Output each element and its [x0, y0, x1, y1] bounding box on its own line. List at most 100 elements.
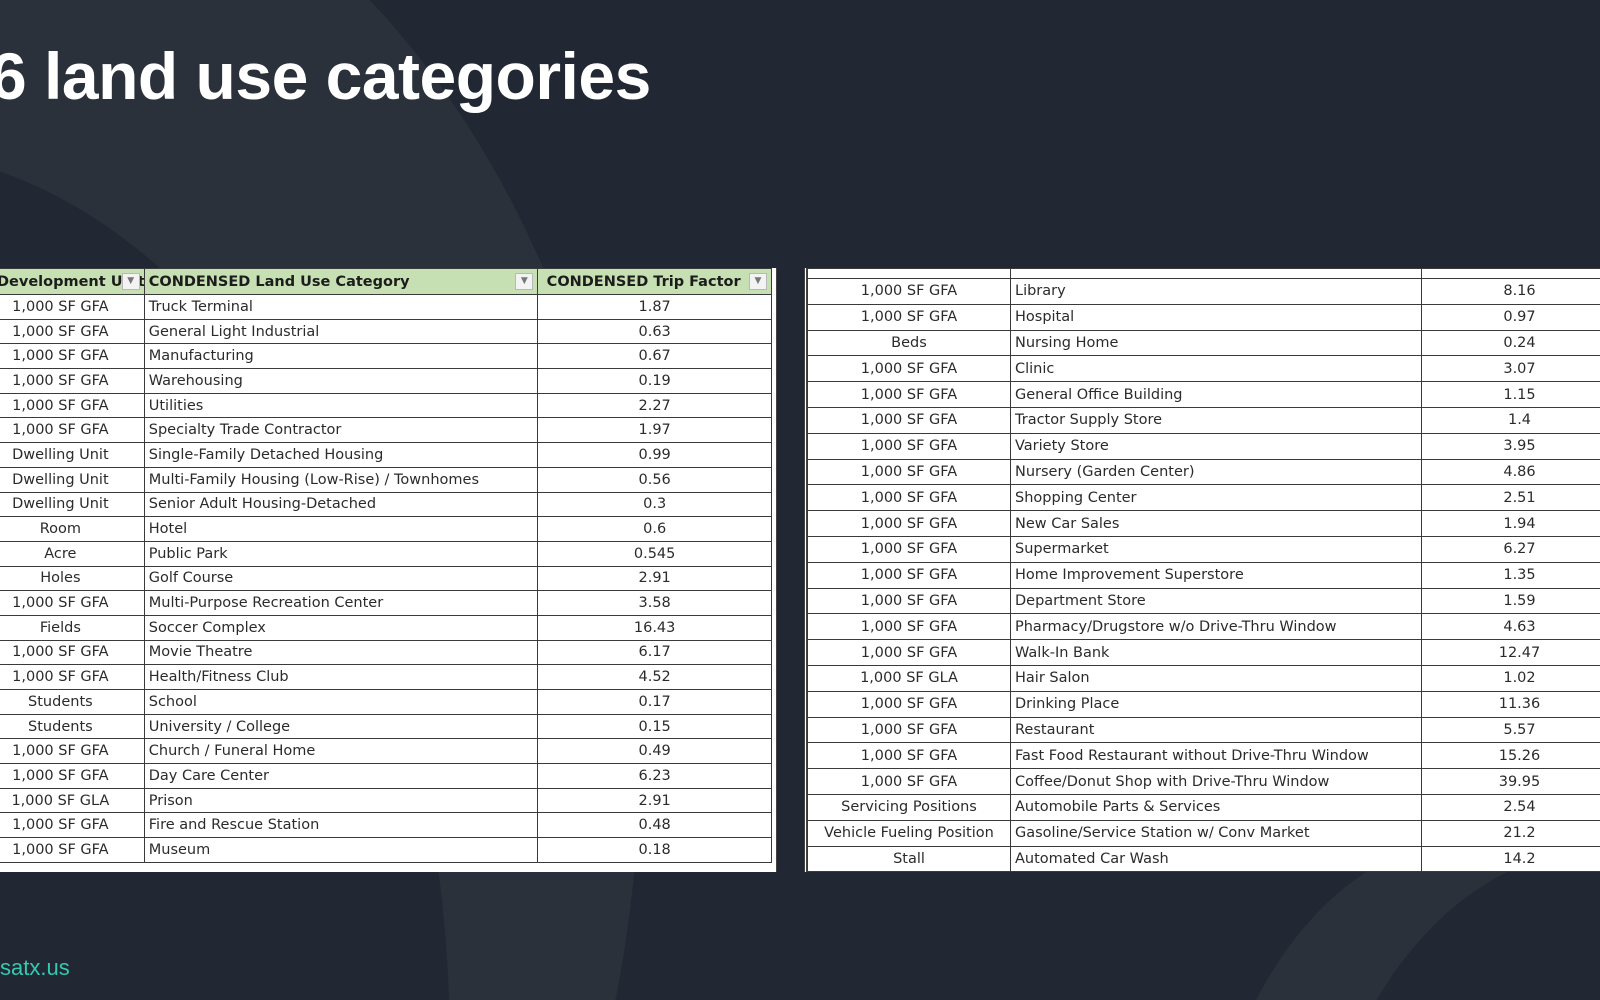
cell-development-unit[interactable]: 1,000 SF GFA [0, 343, 145, 370]
cell-development-unit[interactable]: 1,000 SF GFA [807, 768, 1011, 795]
cell-development-unit[interactable]: Acre [0, 540, 145, 567]
cell-land-use-category[interactable]: Restaurant [1010, 716, 1422, 744]
cell-land-use-category[interactable]: Fire and Rescue Station [143, 812, 539, 839]
cell-land-use-category[interactable]: Prison [143, 787, 539, 814]
cell-land-use-category[interactable]: Automobile Parts & Services [1010, 793, 1422, 821]
cell-trip-factor[interactable]: 0.19 [537, 368, 772, 394]
cell-development-unit[interactable]: Beds [807, 329, 1011, 357]
cell-land-use-category[interactable]: Soccer Complex [143, 614, 539, 641]
cell-trip-factor[interactable]: 0.63 [537, 318, 772, 345]
cell-development-unit[interactable]: 1,000 SF GFA [0, 368, 145, 394]
cell-development-unit[interactable]: 1,000 SF GLA [807, 664, 1011, 692]
cell-land-use-category[interactable]: Health/Fitness Club [143, 664, 539, 690]
cell-trip-factor[interactable]: 0.15 [537, 713, 772, 740]
cell-trip-factor[interactable]: 8.16 [1421, 278, 1600, 305]
cell-land-use-category[interactable]: Public Park [143, 540, 539, 567]
filter-dropdown-icon[interactable]: ▼ [515, 273, 534, 290]
cell-development-unit[interactable]: 1,000 SF GFA [807, 432, 1011, 460]
cell-development-unit[interactable]: 1,000 SF GFA [807, 484, 1011, 512]
cell-development-unit[interactable]: 1,000 SF GFA [0, 417, 145, 444]
cell-land-use-category[interactable]: University / College [143, 713, 539, 740]
cell-trip-factor[interactable]: 11.36 [1421, 690, 1600, 718]
cell-trip-factor[interactable]: 0.6 [537, 516, 772, 542]
cell-development-unit[interactable]: 1,000 SF GFA [0, 738, 145, 765]
cell-land-use-category[interactable]: Automated Car Wash [1010, 845, 1422, 873]
cell-land-use-category[interactable]: Multi-Purpose Recreation Center [143, 590, 539, 616]
cell-land-use-category[interactable]: New Car Sales [1010, 510, 1422, 537]
cell-trip-factor[interactable]: 0.17 [537, 689, 772, 715]
cell-development-unit[interactable]: 1,000 SF GFA [807, 278, 1011, 305]
cell-trip-factor[interactable]: 5.57 [1421, 716, 1600, 744]
cell-land-use-category[interactable]: Specialty Trade Contractor [143, 417, 539, 444]
cell-trip-factor[interactable]: 21.2 [1421, 819, 1600, 847]
cell-trip-factor[interactable]: 12.47 [1421, 639, 1600, 666]
cell-development-unit[interactable]: 1,000 SF GFA [807, 716, 1011, 744]
cell-trip-factor[interactable]: 16.43 [537, 614, 772, 641]
cell-trip-factor[interactable]: 1.02 [1421, 664, 1600, 692]
cell-land-use-category[interactable]: General Office Building [1010, 381, 1422, 408]
cell-development-unit[interactable]: 1,000 SF GFA [807, 458, 1011, 486]
cell-development-unit[interactable]: 1,000 SF GFA [807, 561, 1011, 589]
cell-trip-factor[interactable]: 1.94 [1421, 510, 1600, 537]
cell-development-unit[interactable]: 1,000 SF GFA [0, 812, 145, 839]
cell-land-use-category[interactable]: Manufacturing [143, 343, 539, 370]
cell-trip-factor[interactable]: 0.97 [1421, 303, 1600, 331]
cell-land-use-category[interactable]: School [143, 689, 539, 715]
cell-trip-factor[interactable]: 4.52 [537, 664, 772, 690]
cell-trip-factor[interactable]: 0.545 [537, 540, 772, 567]
cell-development-unit[interactable]: 1,000 SF GFA [807, 535, 1011, 563]
cell-trip-factor[interactable]: 2.91 [537, 565, 772, 592]
cell-land-use-category[interactable]: Multi-Family Housing (Low-Rise) / Townho… [143, 466, 539, 493]
cell-trip-factor[interactable]: 0.18 [537, 837, 772, 863]
cell-trip-factor[interactable]: 1.97 [537, 417, 772, 444]
cell-trip-factor[interactable]: 1.87 [537, 294, 772, 320]
cell-trip-factor[interactable]: 6.23 [537, 763, 772, 789]
cell-development-unit[interactable]: 1,000 SF GFA [0, 639, 145, 666]
cell-trip-factor[interactable]: 3.07 [1421, 355, 1600, 383]
cell-land-use-category[interactable]: Tractor Supply Store [1010, 406, 1422, 434]
cell-trip-factor[interactable]: 2.27 [537, 392, 772, 419]
cell-trip-factor[interactable]: 0.99 [537, 442, 772, 468]
cell-development-unit[interactable]: Students [0, 689, 145, 715]
cell-development-unit[interactable]: 1,000 SF GFA [807, 510, 1011, 537]
cell-trip-factor[interactable]: 4.86 [1421, 458, 1600, 486]
cell-development-unit[interactable]: 1,000 SF GFA [0, 837, 145, 863]
cell-land-use-category[interactable]: Hair Salon [1010, 664, 1422, 692]
cell-trip-factor[interactable]: 6.17 [537, 639, 772, 666]
cell-trip-factor[interactable]: 15.26 [1421, 742, 1600, 770]
cell-trip-factor[interactable]: 1.59 [1421, 587, 1600, 615]
cell-land-use-category[interactable]: Utilities [143, 392, 539, 419]
cell-trip-factor[interactable]: 39.95 [1421, 768, 1600, 795]
cell-trip-factor[interactable]: 1.15 [1421, 381, 1600, 408]
cell-land-use-category[interactable]: Walk-In Bank [1010, 639, 1422, 666]
cell-land-use-category[interactable]: Department Store [1010, 587, 1422, 615]
cell-development-unit[interactable]: Dwelling Unit [0, 491, 145, 518]
cell-development-unit[interactable]: 1,000 SF GFA [0, 763, 145, 789]
cell-land-use-category[interactable]: General Light Industrial [143, 318, 539, 345]
cell-development-unit[interactable]: 1,000 SF GFA [0, 392, 145, 419]
cell-trip-factor[interactable]: 0.48 [537, 812, 772, 839]
cell-land-use-category[interactable]: Hospital [1010, 303, 1422, 331]
cell-trip-factor[interactable]: 4.63 [1421, 613, 1600, 641]
cell-development-unit[interactable]: 1,000 SF GFA [807, 381, 1011, 408]
cell-land-use-category[interactable]: Shopping Center [1010, 484, 1422, 512]
cell-trip-factor[interactable]: 0.49 [537, 738, 772, 765]
filter-dropdown-icon[interactable]: ▼ [749, 273, 767, 290]
cell-trip-factor[interactable]: 6.27 [1421, 535, 1600, 563]
cell-trip-factor[interactable]: 1.4 [1421, 406, 1600, 434]
cell-trip-factor[interactable]: 2.51 [1421, 484, 1600, 512]
cell-land-use-category[interactable]: Pharmacy/Drugstore w/o Drive-Thru Window [1010, 613, 1422, 641]
cell-trip-factor[interactable]: 0.24 [1421, 329, 1600, 357]
cell-land-use-category[interactable]: Movie Theatre [143, 639, 539, 666]
filter-dropdown-icon[interactable]: ▼ [121, 273, 140, 290]
cell-development-unit[interactable]: Holes [0, 565, 145, 592]
cell-development-unit[interactable]: 1,000 SF GFA [807, 406, 1011, 434]
cell-development-unit[interactable]: Dwelling Unit [0, 442, 145, 468]
cell-trip-factor[interactable]: 3.95 [1421, 432, 1600, 460]
cell-land-use-category[interactable]: Warehousing [143, 368, 539, 394]
cell-development-unit[interactable]: 1,000 SF GFA [807, 303, 1011, 331]
cell-development-unit[interactable]: Fields [0, 614, 145, 641]
cell-land-use-category[interactable]: Variety Store [1010, 432, 1422, 460]
cell-trip-factor[interactable]: 0.3 [537, 491, 772, 518]
cell-land-use-category[interactable]: Drinking Place [1010, 690, 1422, 718]
